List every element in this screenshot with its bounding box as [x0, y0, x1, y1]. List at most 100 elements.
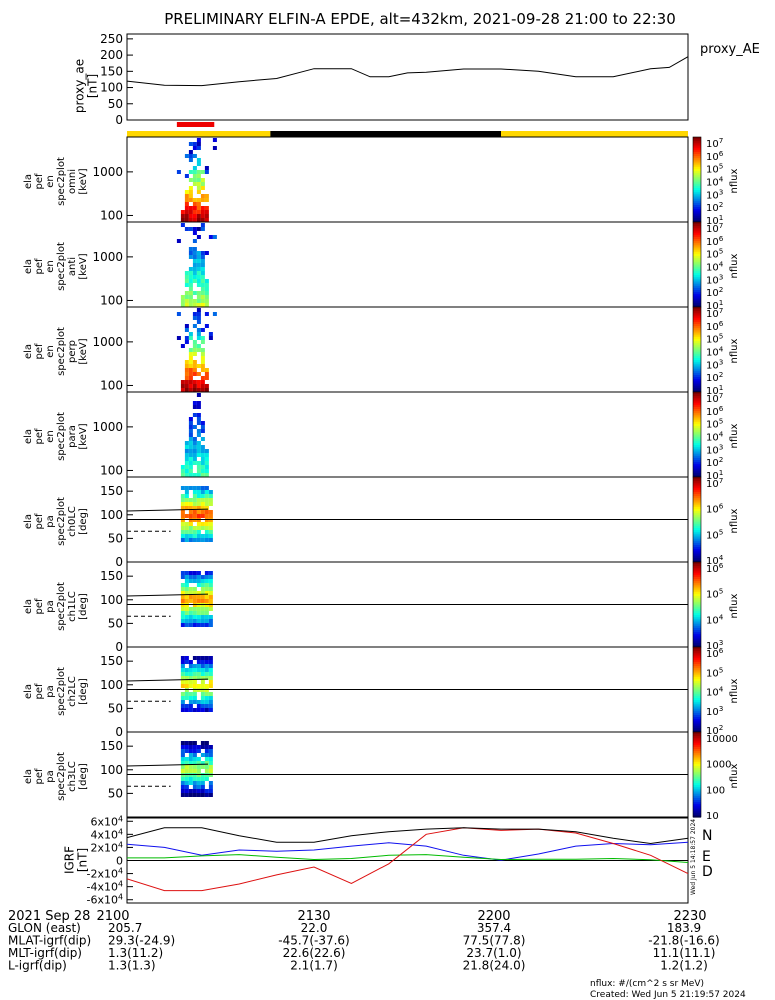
spectrogram-cell — [188, 664, 193, 668]
spectrogram-cell — [204, 279, 209, 283]
colorbar-units: nflux — [729, 424, 740, 449]
spectrogram-cell — [188, 352, 193, 356]
spectrogram-cell — [200, 457, 205, 461]
colorbar-swatch — [693, 319, 701, 323]
igrf-tick-label: -2x104 — [86, 867, 123, 881]
spectrogram-cell — [196, 332, 201, 336]
igrf-tick-label: -4x104 — [86, 880, 123, 894]
spectrogram-cell — [204, 522, 209, 526]
spectrogram-cell — [184, 198, 189, 202]
spectrogram-cell — [200, 676, 205, 680]
colorbar-label: 106 — [706, 502, 724, 516]
spectrogram-cell — [196, 469, 201, 473]
spectrogram-cell — [200, 486, 205, 490]
spectrogram-cell — [196, 429, 201, 433]
spectrogram-cell — [188, 575, 193, 579]
colorbar-swatch — [693, 613, 701, 616]
colorbar-swatch — [693, 619, 701, 623]
colorbar-swatch — [693, 211, 701, 215]
axis-label-line: pef — [34, 513, 45, 530]
spectrogram-cell — [192, 206, 197, 210]
spectrogram-cell — [196, 214, 201, 218]
axis-label-line: en — [45, 345, 56, 358]
spectrogram-cell — [204, 595, 209, 599]
spectrogram-cell — [208, 692, 213, 696]
spectrogram-cell — [196, 320, 201, 324]
colorbar-label: 10000 — [706, 734, 738, 745]
spectrogram-cell — [208, 235, 213, 239]
spectrogram-cell — [208, 595, 213, 599]
spectrogram-cell — [200, 672, 205, 676]
spectrogram-cell — [204, 583, 209, 587]
spectrogram-cell — [200, 198, 205, 202]
spectrogram-cell — [200, 348, 205, 352]
spectrogram-cell — [208, 571, 213, 575]
time-tick-2100: 2100 — [96, 909, 129, 924]
spectrogram-cell — [192, 494, 197, 498]
colorbar-swatch — [693, 464, 701, 467]
spectrogram-cell — [188, 777, 193, 781]
spectrogram-cell — [204, 312, 209, 316]
spectrogram-cell — [204, 769, 209, 773]
colorbar-label: 103 — [706, 442, 723, 456]
spectrogram-cell — [196, 291, 201, 295]
colorbar-swatch — [693, 761, 701, 765]
colorbar-swatch — [693, 632, 701, 635]
spectrogram-cell — [188, 793, 193, 797]
colorbar-swatch — [693, 311, 701, 314]
spectrogram-cell — [188, 660, 193, 664]
colorbar-swatch — [693, 298, 701, 302]
spectrogram-cell — [204, 194, 209, 198]
axis-label-line: ch2LC — [67, 676, 78, 707]
spectrogram-cell — [200, 352, 205, 356]
colorbar-swatch — [693, 511, 701, 514]
spectrogram-cell — [208, 769, 213, 773]
proxy-ae-panel: proxy_AE 250 200 150 100 50 0 proxy_ae [nT] — [73, 32, 760, 127]
colorbar-swatch — [693, 491, 701, 495]
spectrogram-cell — [184, 769, 189, 773]
colorbar-swatch — [693, 542, 701, 546]
colorbar-swatch — [693, 653, 701, 657]
spectrogram-cell — [208, 789, 213, 793]
colorbar-swatch — [693, 137, 701, 140]
colorbar-swatch — [693, 332, 701, 336]
spectrogram-cell — [184, 210, 189, 214]
axis-label-line: ela — [23, 429, 34, 444]
colorbar-swatch — [693, 676, 701, 680]
colorbar-swatch — [693, 515, 701, 518]
colorbar-swatch — [693, 559, 701, 563]
axis-label-line: [deg] — [78, 763, 89, 790]
spectrogram-cell — [184, 793, 189, 797]
colorbar-label: 105 — [706, 527, 723, 541]
spectrogram-cell — [184, 486, 189, 490]
spectrogram-cell — [188, 749, 193, 753]
spectrogram-cell — [196, 761, 201, 765]
spectrogram-cell — [196, 745, 201, 749]
colorbar-swatch — [693, 806, 701, 810]
spectrogram-cell — [188, 461, 193, 465]
colorbar-swatch — [693, 774, 701, 778]
spectrogram-cell — [196, 218, 201, 222]
spectrogram-cell — [204, 461, 209, 465]
ae-tick-label: 250 — [100, 32, 123, 46]
spectrogram-cell — [196, 182, 201, 186]
spectrogram-cell — [184, 190, 189, 194]
spectrogram-cell — [200, 745, 205, 749]
spectrogram-cell — [188, 704, 193, 708]
tick-label: 1000 — [92, 335, 123, 349]
colorbar-swatch — [693, 277, 701, 280]
colorbar-swatch — [693, 742, 701, 746]
spectrogram-cell — [188, 425, 193, 429]
spectrogram-cell — [188, 538, 193, 542]
time-tick-2200: 2200 — [477, 909, 510, 924]
colorbar: 10000 1000 100 10 nflux — [692, 731, 740, 822]
igrf-tick-label: -6x104 — [86, 893, 123, 907]
spectrogram-cell — [188, 611, 193, 615]
colorbar-swatch — [693, 712, 701, 716]
colorbar-label: 101 — [706, 298, 723, 312]
colorbar-swatch — [693, 188, 701, 191]
spectrogram-cell — [180, 514, 185, 518]
spectrogram-cell — [200, 336, 205, 340]
spectrogram-cell — [192, 324, 197, 328]
colorbar-swatch — [693, 287, 701, 291]
